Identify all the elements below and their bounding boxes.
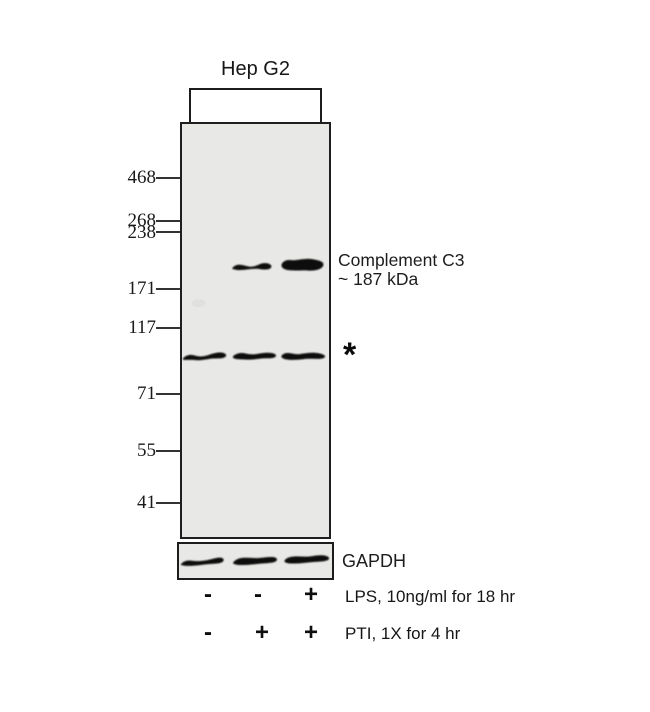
- pti-treatment-label: PTI, 1X for 4 hr: [345, 624, 461, 643]
- band-gapdh-lane-1: [180, 557, 224, 566]
- pti-sign-lane-3: +: [303, 619, 318, 646]
- lps-sign-lane-3: +: [303, 581, 318, 608]
- mw-marker-label: 268: [127, 210, 157, 231]
- mw-marker-label: 117: [128, 317, 156, 338]
- band-complement-c3-lane-2: [232, 263, 272, 271]
- nonspecific-band-asterisk: *: [343, 336, 357, 374]
- cell-line-label: Hep G2: [221, 58, 290, 80]
- target-annotation: Complement C3 ~ 187 kDa: [338, 251, 464, 288]
- mw-marker-label: 55: [137, 440, 156, 461]
- band-nonspecific-lane-2: [232, 352, 276, 360]
- lps-sign-lane-2: -: [254, 581, 262, 608]
- mw-marker-tick: [156, 502, 181, 504]
- mw-marker-tick: [156, 231, 181, 233]
- band-nonspecific-lane-1: [182, 352, 227, 361]
- band-gapdh-lane-2: [233, 556, 277, 566]
- target-name: Complement C3: [338, 250, 465, 270]
- lps-treatment-label: LPS, 10ng/ml for 18 hr: [345, 587, 516, 606]
- band-complement-c3-lane-3: [281, 258, 324, 271]
- pti-sign-lane-1: -: [204, 619, 212, 646]
- gapdh-label: GAPDH: [342, 551, 407, 571]
- mw-marker-label: 171: [127, 278, 157, 299]
- lps-sign-lane-1: -: [204, 581, 212, 608]
- lane-group-bracket: [189, 88, 322, 124]
- band-gapdh-lane-3: [284, 555, 330, 564]
- mw-marker-label: 41: [137, 492, 156, 513]
- mw-marker-tick: [156, 177, 181, 179]
- mw-marker-label: 238: [127, 222, 157, 243]
- target-mw: ~ 187 kDa: [338, 268, 419, 289]
- gapdh-membrane: [177, 542, 334, 580]
- pti-sign-lane-2: +: [254, 619, 269, 646]
- mw-marker-tick: [156, 450, 181, 452]
- mw-marker-tick: [156, 288, 181, 290]
- main-blot-membrane: [180, 122, 331, 539]
- mw-marker-tick: [156, 393, 181, 395]
- gapdh-bands: [180, 555, 330, 566]
- mw-marker-tick: [156, 220, 181, 222]
- band-nonspecific-lane-3: [281, 352, 326, 360]
- membrane-bands: [182, 258, 326, 361]
- mw-marker-tick: [156, 327, 181, 329]
- mw-marker-label: 468: [127, 167, 157, 188]
- mw-marker-label: 71: [137, 383, 156, 404]
- faint-smudge: [191, 299, 206, 308]
